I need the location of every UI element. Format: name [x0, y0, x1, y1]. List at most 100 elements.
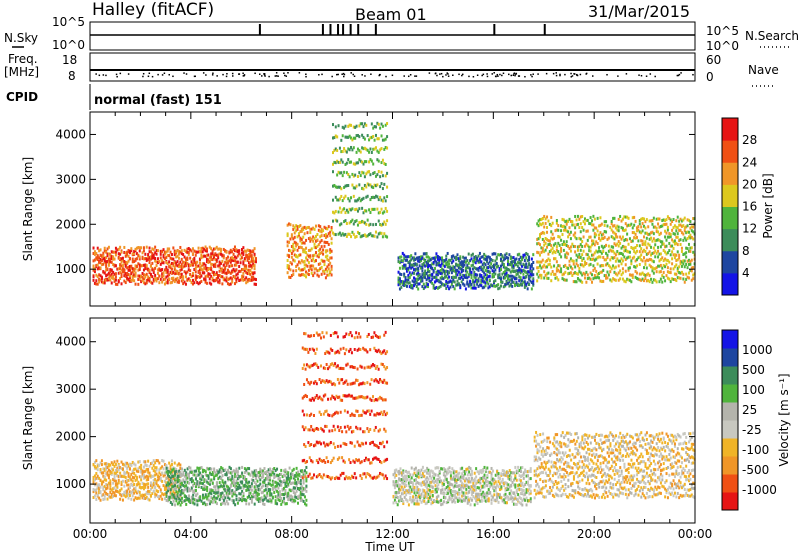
- heat-cell: [142, 268, 145, 272]
- heat-cell: [121, 462, 124, 466]
- heat-cell: [151, 254, 154, 258]
- heat-cell: [606, 262, 609, 266]
- heat-cell: [553, 250, 556, 254]
- heat-cell: [236, 254, 239, 258]
- heat-cell: [600, 237, 603, 241]
- heat-cell: [288, 254, 291, 258]
- heat-cell: [401, 251, 404, 255]
- heat-cell: [544, 221, 547, 225]
- heat-cell: [405, 258, 408, 262]
- nave-dot: [436, 74, 438, 77]
- heat-cell: [443, 259, 446, 263]
- heat-cell: [538, 235, 541, 239]
- heat-cell: [221, 474, 224, 478]
- heat-cell: [137, 482, 140, 486]
- heat-cell: [567, 219, 570, 223]
- heat-cell: [141, 493, 144, 497]
- heat-cell: [374, 194, 377, 198]
- heat-cell: [523, 276, 526, 280]
- heat-cell: [305, 363, 308, 367]
- heat-cell: [159, 256, 162, 260]
- heat-cell: [609, 278, 612, 282]
- heat-cell: [253, 502, 256, 506]
- heat-cell: [224, 488, 227, 492]
- heat-cell: [624, 258, 627, 262]
- heat-cell: [187, 472, 190, 476]
- heat-cell: [445, 257, 448, 261]
- heat-cell: [558, 235, 561, 239]
- heat-cell: [194, 274, 197, 278]
- heat-cell: [124, 464, 127, 468]
- heat-cell: [679, 259, 682, 263]
- heat-cell: [687, 235, 690, 239]
- heat-cell: [192, 497, 195, 501]
- heat-cell: [540, 217, 543, 221]
- heat-cell: [124, 264, 127, 268]
- heat-cell: [201, 493, 204, 497]
- heat-cell: [163, 268, 166, 272]
- heat-cell: [481, 269, 484, 273]
- heat-cell: [327, 242, 330, 246]
- heat-cell: [166, 278, 169, 282]
- heat-cell: [320, 364, 323, 368]
- heat-cell: [565, 278, 568, 282]
- nsearch-tick-bottom: 10^0: [706, 39, 739, 53]
- heat-cell: [480, 255, 483, 259]
- heat-cell: [592, 253, 595, 257]
- heat-cell: [518, 261, 521, 265]
- heat-cell: [470, 264, 473, 268]
- heat-cell: [354, 220, 357, 224]
- heat-cell: [523, 253, 526, 257]
- heat-cell: [173, 260, 176, 264]
- heat-cell: [105, 472, 108, 476]
- heat-cell: [680, 260, 683, 264]
- heat-cell: [505, 268, 508, 272]
- heat-cell: [165, 466, 168, 470]
- heat-cell: [595, 269, 598, 273]
- heat-cell: [145, 482, 148, 486]
- heat-cell: [334, 218, 337, 222]
- heat-cell: [207, 268, 210, 272]
- heat-cell: [544, 260, 547, 264]
- heat-cell: [314, 246, 317, 250]
- heat-cell: [462, 264, 465, 268]
- heat-cell: [610, 228, 613, 232]
- heat-cell: [453, 265, 456, 269]
- heat-cell: [305, 471, 308, 475]
- heat-cell: [180, 467, 183, 471]
- heat-cell: [407, 266, 410, 270]
- nave-dot: [261, 75, 263, 77]
- nave-dot: [361, 74, 363, 76]
- heat-cell: [183, 270, 186, 274]
- heat-cell: [435, 286, 438, 290]
- heat-cell: [485, 255, 488, 259]
- heat-cell: [173, 482, 176, 486]
- heat-cell: [252, 257, 255, 261]
- heat-cell: [652, 267, 655, 271]
- heat-cell: [103, 490, 106, 494]
- heat-cell: [599, 255, 602, 259]
- nave-dot: [331, 75, 333, 78]
- heat-cell: [466, 270, 469, 274]
- heat-cell: [593, 243, 596, 247]
- heat-cell: [689, 246, 692, 250]
- heat-cell: [301, 469, 304, 473]
- heat-cell: [310, 271, 313, 275]
- heat-cell: [337, 198, 340, 202]
- heat-cell: [254, 282, 257, 286]
- heat-cell: [507, 273, 510, 277]
- heat-cell: [599, 223, 602, 227]
- heat-cell: [196, 466, 199, 470]
- heat-cell: [276, 481, 279, 485]
- heat-cell: [623, 255, 626, 259]
- heat-cell: [225, 263, 228, 267]
- heat-cell: [650, 277, 653, 281]
- heat-cell: [144, 485, 147, 489]
- heat-cell: [617, 278, 620, 282]
- heat-cell: [167, 499, 170, 503]
- heat-cell: [166, 274, 169, 278]
- heat-cell: [119, 497, 122, 501]
- heat-cell: [606, 270, 609, 274]
- heat-cell: [232, 499, 235, 503]
- heat-cell: [650, 231, 653, 235]
